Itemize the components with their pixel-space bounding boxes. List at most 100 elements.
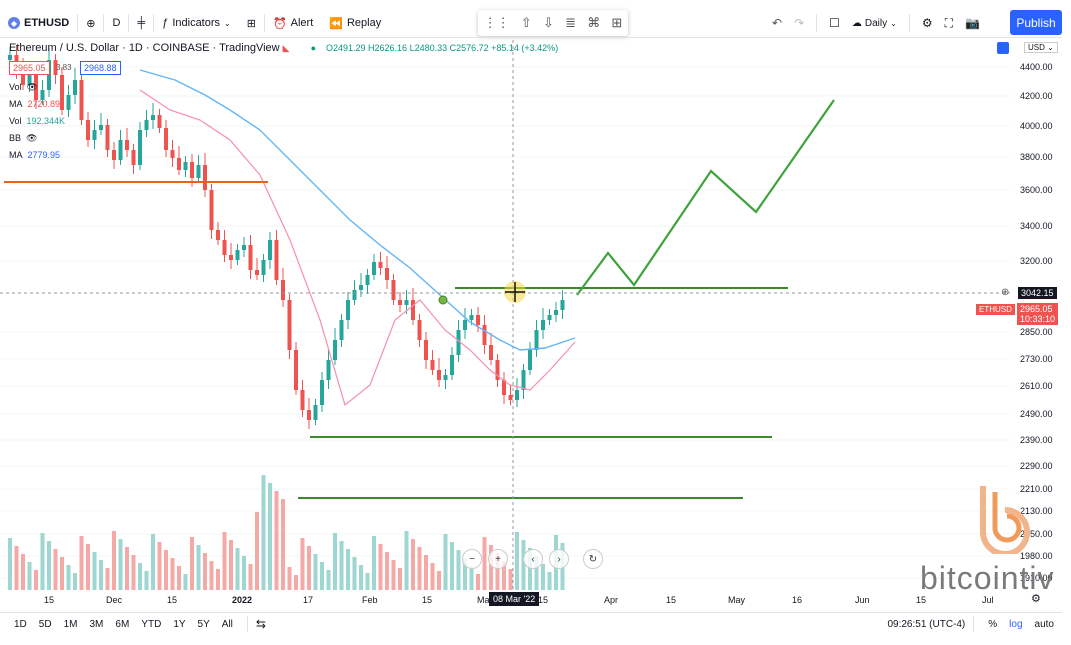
measure-icon[interactable]: ⊞ — [611, 15, 623, 30]
candle-body — [274, 240, 279, 280]
range-3m[interactable]: 3M — [89, 618, 104, 630]
volume-bar — [255, 512, 259, 590]
candle-body — [560, 300, 565, 310]
clock-label[interactable]: 09:26:51 (UTC-4) — [887, 618, 966, 630]
scroll-left-button[interactable]: ‹ — [523, 549, 543, 569]
scale-lock-icon[interactable] — [997, 42, 1009, 54]
candle-body — [203, 165, 207, 190]
price-axis[interactable]: 4400.00 4200.00 4000.00 3800.00 3600.00 3400.… — [1020, 62, 1053, 583]
volume-bar — [398, 568, 402, 590]
range-5y[interactable]: 5Y — [197, 618, 210, 630]
volume-bar — [203, 553, 207, 590]
candle-body — [359, 285, 363, 290]
volume-bar — [300, 538, 305, 590]
volume-bar — [125, 547, 129, 590]
drawing-toolbar: ⋮⋮ ⇧ ⇩ ≣ ⌘ ⊞ — [478, 10, 628, 36]
divider — [103, 14, 105, 32]
reset-chart-button[interactable]: ↻ — [583, 549, 603, 569]
candle-body — [385, 268, 389, 280]
projection-path[interactable] — [576, 99, 835, 296]
volume-bar — [196, 545, 201, 590]
time-axis[interactable]: 15 Dec 15 2022 17 Feb 15 Ma 15 Apr 15 Ma… — [0, 590, 1010, 608]
indicators-label: Indicators — [172, 17, 221, 29]
ma-blue-line — [139, 69, 576, 351]
range-6m[interactable]: 6M — [115, 618, 130, 630]
log-toggle[interactable]: log — [1009, 618, 1023, 630]
drag-handle-icon[interactable]: ⋮⋮ — [483, 15, 510, 30]
undo-icon[interactable]: ↶ — [772, 16, 783, 30]
range-1m[interactable]: 1M — [63, 618, 78, 630]
date-range-icon[interactable]: ⇆ — [255, 617, 266, 631]
bid-price[interactable]: 2965.05 — [9, 61, 50, 75]
layout-selector[interactable]: ☁ Daily ⌄ — [852, 18, 897, 29]
volume-bar — [339, 541, 344, 590]
indicator-ma-2[interactable]: MA 2779.95 — [9, 150, 60, 160]
gear-icon[interactable]: ⚙ — [921, 16, 933, 30]
arrow-down-icon[interactable]: ⇩ — [542, 15, 554, 30]
candle-body — [21, 70, 25, 85]
fullscreen-box-icon[interactable]: ☐ — [829, 16, 840, 30]
auto-toggle[interactable]: auto — [1034, 618, 1054, 630]
alert-button[interactable]: ⏰ Alert — [265, 10, 321, 36]
time-tick: Dec — [106, 595, 123, 605]
templates-button[interactable]: ⊞ — [239, 10, 264, 36]
percent-toggle[interactable]: % — [988, 618, 998, 630]
eye-off-icon[interactable]: 👁 — [26, 133, 38, 143]
volume-bar — [495, 553, 500, 590]
pattern-icon[interactable]: ⌘ — [587, 15, 601, 30]
range-5d[interactable]: 5D — [38, 618, 52, 630]
compare-button[interactable]: ⊕ — [78, 10, 103, 36]
interval-button[interactable]: D — [104, 10, 128, 36]
range-ytd[interactable]: YTD — [141, 618, 162, 630]
time-tick: May — [728, 595, 746, 605]
range-1y[interactable]: 1Y — [173, 618, 186, 630]
zoom-in-button[interactable]: + — [488, 549, 508, 569]
toolbar-right: ↶ ↷ ☐ ☁ Daily ⌄ ⚙ ⛶ 📷 — [772, 10, 980, 36]
bottom-toolbar: 1D 5D 1M 3M 6M YTD 1Y 5Y All ⇆ 09:26:51 … — [0, 613, 1062, 635]
flag-icon[interactable]: ◣ — [282, 43, 290, 53]
candle-body — [281, 280, 285, 300]
indicator-vol[interactable]: Vol 👁 — [9, 82, 38, 93]
volume-bar — [8, 538, 12, 590]
volume-bar — [274, 491, 279, 590]
range-all[interactable]: All — [221, 618, 233, 630]
axis-settings-icon[interactable]: ⚙ — [1031, 593, 1041, 605]
eye-off-icon[interactable]: 👁 — [26, 82, 38, 92]
volume-bar — [320, 562, 324, 590]
replay-button[interactable]: ⏪ Replay — [321, 10, 389, 36]
indicator-bb[interactable]: BB 👁 — [9, 133, 37, 144]
bitcointv-logo — [980, 486, 1030, 554]
fullscreen-icon[interactable]: ⛶ — [944, 15, 953, 30]
symbol-search[interactable]: ◆ ETHUSD — [0, 10, 77, 36]
price-tick: 2730.00 — [1020, 354, 1053, 364]
volume-bar — [287, 567, 292, 590]
ask-price[interactable]: 2968.88 — [80, 61, 121, 75]
add-alert-icon[interactable]: ⊕ — [1001, 287, 1010, 298]
ohlc-values: O2491.29 H2626.16 L2480.33 C2576.72 +85.… — [326, 43, 559, 53]
alarm-icon: ⏰ — [272, 17, 287, 30]
volume-bar — [515, 532, 519, 590]
arrow-up-icon[interactable]: ⇧ — [520, 15, 532, 30]
lines-icon[interactable]: ≣ — [565, 15, 576, 30]
alert-marker[interactable] — [438, 295, 448, 305]
redo-icon[interactable]: ↷ — [794, 16, 805, 30]
indicator-ma-1[interactable]: MA 2720.89 — [9, 99, 60, 109]
publish-button[interactable]: Publish — [1010, 10, 1062, 35]
time-tick: 15 — [422, 595, 433, 605]
scroll-right-button[interactable]: › — [549, 549, 569, 569]
indicator-vol-2[interactable]: Vol 192.344K — [9, 116, 65, 126]
candle-body — [229, 255, 233, 260]
chart-type-button[interactable]: ╪ — [129, 10, 153, 36]
currency-select[interactable]: USD ⌄ — [1024, 42, 1058, 53]
zoom-out-button[interactable]: − — [462, 549, 482, 569]
volume-bar — [346, 549, 350, 590]
volume-bar — [157, 542, 162, 590]
indicator-name: BB — [9, 133, 22, 143]
volume-bar — [27, 562, 32, 590]
indicators-button[interactable]: ƒ Indicators ⌄ — [154, 10, 239, 36]
volume-bar — [372, 536, 376, 590]
price-tick: 2490.00 — [1020, 409, 1053, 419]
camera-icon[interactable]: 📷 — [965, 16, 980, 30]
range-1d[interactable]: 1D — [14, 618, 27, 630]
